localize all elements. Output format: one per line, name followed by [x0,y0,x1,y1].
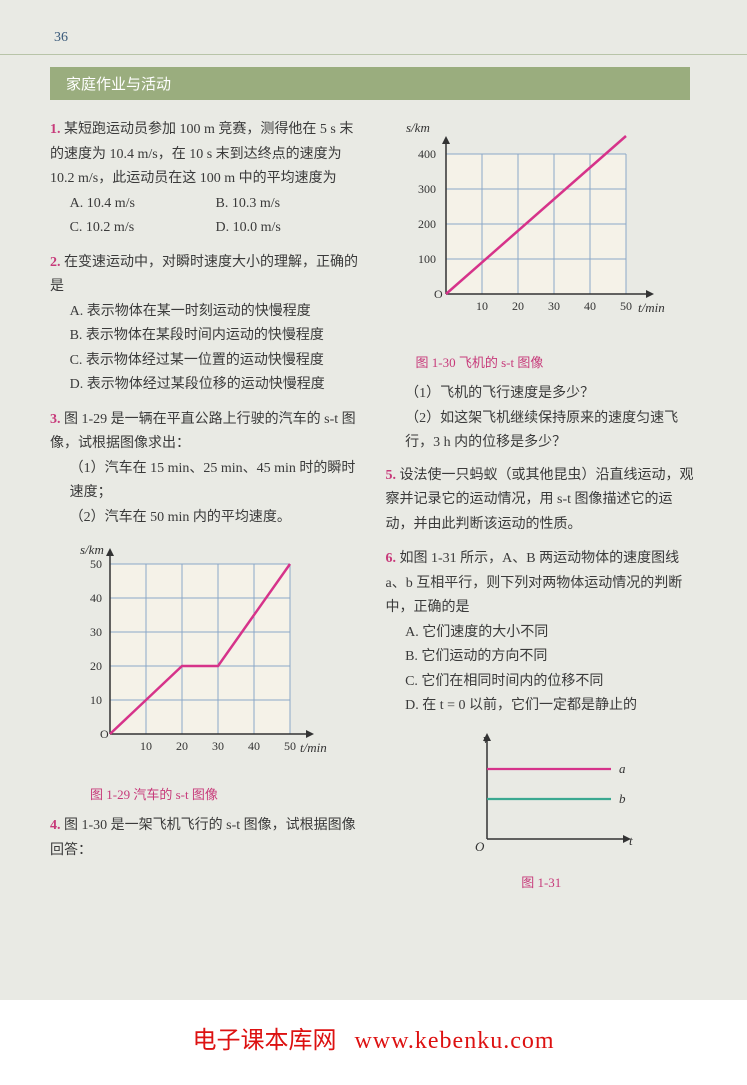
question-number: 4. [50,818,61,833]
option-a: A. 10.4 m/s [70,192,216,217]
q3-part1: （1）汽车在 15 min、25 min、45 min 时的瞬时速度； [50,457,362,506]
q1-options: A. 10.4 m/s B. 10.3 m/s C. 10.2 m/s D. 1… [50,192,362,241]
yt: 300 [418,182,436,196]
right-column: s/km O 10 [386,118,698,903]
t-label: t [629,833,633,848]
left-column: 1. 某短跑运动员参加 100 m 竞赛，测得他在 5 s 末的速度为 10.4… [50,118,362,903]
yt: 50 [90,557,102,571]
label-a: a [619,761,626,776]
chart-svg: v a b O t [431,729,651,859]
x-label: t/min [638,300,665,315]
yt: 400 [418,147,436,161]
option-a: A. 它们速度的大小不同 [386,621,698,646]
question-3: 3. 图 1-29 是一辆在平直公路上行驶的汽车的 s-t 图像，试根据图像求出… [50,408,362,531]
question-5: 5. 设法使一只蚂蚁（或其他昆虫）沿直线运动，观察并记录它的运动情况，用 s-t… [386,464,698,538]
chart-1-31: v a b O t 图 1-31 [386,729,698,895]
xt: 30 [548,299,560,313]
watermark-url: www.kebenku.com [354,1028,554,1054]
option-b: B. 它们运动的方向不同 [386,645,698,670]
chart-caption: 图 1-31 [386,872,698,895]
question-text: 如图 1-31 所示，A、B 两运动物体的速度图线 a、b 互相平行，则下列对两… [386,551,683,615]
xt: 50 [620,299,632,313]
yt: 10 [90,693,102,707]
content-columns: 1. 某短跑运动员参加 100 m 竞赛，测得他在 5 s 末的速度为 10.4… [0,118,747,933]
question-text: 在变速运动中，对瞬时速度大小的理解，正确的是 [50,255,358,295]
question-text: 某短跑运动员参加 100 m 竞赛，测得他在 5 s 末的速度为 10.4 m/… [50,122,353,186]
x-label: t/min [300,740,327,755]
chart-1-29: s/km [60,540,362,806]
q4-part1: （1）飞机的飞行速度是多少？ [386,382,698,407]
option-c: C. 10.2 m/s [70,216,216,241]
question-1: 1. 某短跑运动员参加 100 m 竞赛，测得他在 5 s 末的速度为 10.4… [50,118,362,241]
watermark-brand: 电子课本库网 [192,1028,336,1054]
q3-part2: （2）汽车在 50 min 内的平均速度。 [50,506,362,531]
chart-svg: s/km O 10 [386,118,676,338]
x-arrow [306,730,314,738]
chart-caption: 图 1-30 飞机的 s-t 图像 [416,352,698,375]
option-b: B. 10.3 m/s [216,192,362,217]
yt: 100 [418,252,436,266]
option-d: D. 10.0 m/s [216,216,362,241]
xt: 10 [476,299,488,313]
xt: 20 [176,739,188,753]
chart-1-30: s/km O 10 [386,118,698,374]
yt: 30 [90,625,102,639]
xt: 40 [248,739,260,753]
origin: O [434,287,443,301]
origin: O [475,839,485,854]
xt: 50 [284,739,296,753]
chart-caption: 图 1-29 汽车的 s-t 图像 [90,784,362,807]
yt: 40 [90,591,102,605]
label-b: b [619,791,626,806]
option-c: C. 表示物体经过某一位置的运动快慢程度 [50,349,362,374]
section-header: 家庭作业与活动 [50,67,690,100]
page-number: 36 [0,30,747,55]
option-c: C. 它们在相同时间内的位移不同 [386,670,698,695]
option-d: D. 表示物体经过某段位移的运动快慢程度 [50,373,362,398]
question-number: 1. [50,122,61,137]
option-d: D. 在 t = 0 以前，它们一定都是静止的 [386,694,698,719]
question-number: 5. [386,468,397,483]
y-arrow [442,136,450,144]
question-text: 设法使一只蚂蚁（或其他昆虫）沿直线运动，观察并记录它的运动情况，用 s-t 图像… [386,468,694,532]
x-arrow [646,290,654,298]
xt: 10 [140,739,152,753]
yt: 20 [90,659,102,673]
question-number: 3. [50,412,61,427]
y-label: s/km [80,542,104,557]
question-number: 6. [386,551,397,566]
q4-part2: （2）如这架飞机继续保持原来的速度匀速飞行，3 h 内的位移是多少？ [386,407,698,456]
question-4: 4. 图 1-30 是一架飞机飞行的 s-t 图像，试根据图像回答： [50,814,362,863]
question-2: 2. 在变速运动中，对瞬时速度大小的理解，正确的是 A. 表示物体在某一时刻运动… [50,251,362,398]
option-a: A. 表示物体在某一时刻运动的快慢程度 [50,300,362,325]
page: 36 家庭作业与活动 1. 某短跑运动员参加 100 m 竞赛，测得他在 5 s… [0,0,747,1000]
y-arrow [106,548,114,556]
question-6: 6. 如图 1-31 所示，A、B 两运动物体的速度图线 a、b 互相平行，则下… [386,547,698,719]
question-text: 图 1-29 是一辆在平直公路上行驶的汽车的 s-t 图像，试根据图像求出： [50,412,356,452]
origin: O [100,727,109,741]
watermark: 电子课本库网 www.kebenku.com [0,1000,747,1085]
xt: 40 [584,299,596,313]
question-text: 图 1-30 是一架飞机飞行的 s-t 图像，试根据图像回答： [50,818,356,858]
option-b: B. 表示物体在某段时间内运动的快慢程度 [50,324,362,349]
xt: 30 [212,739,224,753]
yt: 200 [418,217,436,231]
question-number: 2. [50,255,61,270]
y-label: s/km [406,120,430,135]
xt: 20 [512,299,524,313]
chart-svg: s/km [60,540,330,770]
